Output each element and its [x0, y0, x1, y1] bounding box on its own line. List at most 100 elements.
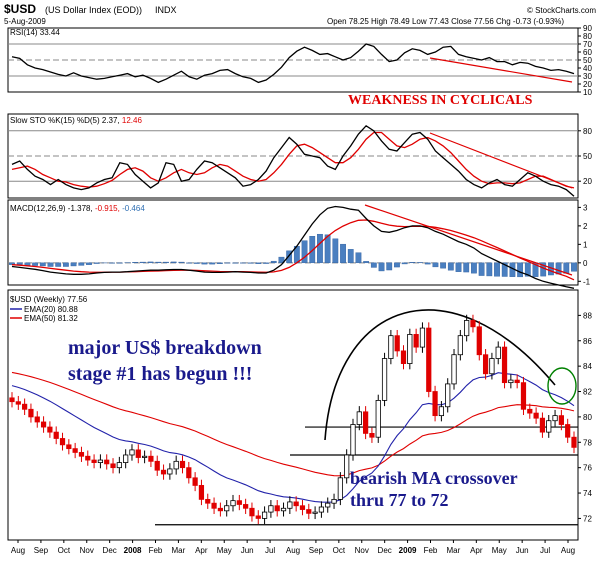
macd-histogram-bar	[216, 262, 223, 264]
candle-body	[78, 452, 85, 457]
y-tick-label: 84	[583, 362, 592, 371]
candle-body	[306, 509, 312, 514]
candle-body	[110, 463, 116, 469]
ema20-legend: EMA(20) 80.88	[24, 305, 78, 314]
y-tick-label: 2	[583, 222, 588, 231]
candle-body	[539, 417, 546, 433]
macd-histogram-bar	[301, 240, 308, 264]
macd-histogram-bar	[278, 256, 285, 264]
y-tick-label: 72	[583, 514, 592, 523]
candle-body	[91, 459, 97, 463]
macd-trendline	[364, 204, 573, 276]
x-tick-label: May	[492, 546, 507, 555]
x-tick-label: Aug	[561, 546, 575, 555]
candle-body	[104, 459, 110, 465]
candle-body	[224, 505, 230, 512]
macd-histogram-bar	[132, 262, 139, 264]
exchange-label: INDX	[155, 5, 177, 15]
price-legend: $USD (Weekly) 77.56	[10, 295, 88, 304]
candle-body	[489, 358, 495, 375]
x-tick-label: Mar	[172, 546, 186, 555]
candle-body	[129, 449, 135, 456]
y-tick-label: 90	[583, 24, 592, 33]
x-tick-label: Oct	[58, 546, 71, 555]
macd-histogram-bar	[9, 262, 15, 265]
candle-body	[476, 326, 482, 356]
macd-histogram-bar	[232, 262, 239, 264]
candle-body	[123, 454, 129, 463]
y-tick-label: 78	[583, 438, 592, 447]
macd-histogram-bar	[471, 262, 477, 274]
candle-body	[116, 462, 122, 469]
macd-histogram-bar	[93, 262, 100, 264]
annotation-weakness: WEAKNESS IN CYCLICALS	[348, 93, 533, 108]
candle-body	[413, 334, 419, 348]
x-tick-label: 2008	[124, 546, 142, 555]
macd-histogram-bar	[394, 262, 400, 268]
sto-d-line	[11, 131, 575, 189]
y-tick-label: 82	[583, 388, 592, 397]
candle-body	[552, 415, 558, 422]
candle-body	[546, 420, 552, 433]
macd-histogram-bar	[163, 261, 169, 264]
y-tick-label: 50	[583, 152, 592, 161]
x-tick-label: Oct	[333, 546, 346, 555]
candle-body	[160, 469, 167, 475]
macd-histogram-bar	[270, 260, 277, 264]
x-tick-label: Apr	[470, 546, 483, 555]
x-tick-label: Feb	[424, 546, 438, 555]
candle-body	[255, 515, 261, 519]
macd-histogram-bar	[355, 252, 362, 264]
x-tick-label: Jun	[241, 546, 254, 555]
candle-body	[344, 454, 350, 479]
x-tick-label: Sep	[34, 546, 49, 555]
macd-histogram-bar	[201, 262, 208, 265]
candle-body	[394, 335, 400, 352]
candle-body	[72, 448, 78, 453]
x-tick-label: 2009	[399, 546, 417, 555]
macd-histogram-bar	[32, 262, 38, 266]
candle-body	[198, 485, 205, 500]
date-label: 5-Aug-2009	[4, 17, 46, 26]
macd-histogram-bar	[263, 262, 269, 264]
y-tick-label: 3	[583, 203, 588, 212]
x-tick-label: Dec	[378, 546, 392, 555]
y-tick-label: 70	[583, 40, 592, 49]
candle-body	[407, 334, 413, 365]
ema50-line	[11, 371, 575, 477]
macd-histogram-bar	[62, 262, 69, 267]
index-name: (US Dollar Index (EOD))	[45, 5, 142, 15]
candle-body	[85, 455, 91, 461]
x-tick-label: Feb	[149, 546, 163, 555]
crossover-circle	[547, 367, 577, 405]
candle-body	[381, 358, 388, 401]
ema50-legend: EMA(50) 81.32	[24, 314, 78, 323]
macd-histogram-bar	[386, 262, 393, 271]
candle-body	[470, 320, 476, 328]
candle-body	[154, 460, 160, 471]
x-tick-label: Aug	[11, 546, 25, 555]
candle-body	[28, 408, 34, 418]
candle-body	[369, 433, 375, 438]
candle-body	[495, 346, 501, 359]
x-tick-label: Jun	[516, 546, 529, 555]
y-tick-label: 88	[583, 311, 592, 320]
macd-histogram-bar	[563, 262, 570, 274]
macd-histogram-bar	[193, 262, 200, 264]
x-tick-label: Nov	[80, 546, 94, 555]
candle-body	[135, 449, 141, 458]
macd-histogram-bar	[463, 262, 470, 273]
ema20-line	[11, 372, 575, 503]
candle-body	[141, 455, 148, 458]
candle-body	[299, 505, 306, 510]
macd-histogram-bar	[39, 262, 46, 267]
macd-histogram-bar	[170, 261, 177, 264]
candle-body	[451, 354, 457, 385]
macd-histogram-bar	[70, 262, 77, 267]
candle-body	[34, 416, 40, 423]
x-axis: Aug Sep Oct Nov Dec 2008 Feb Mar Apr May Jun Jul Aug…	[11, 540, 575, 555]
macd-histogram-bar	[317, 233, 323, 264]
macd-histogram-bar	[247, 262, 254, 264]
macd-histogram-bar	[486, 262, 493, 277]
rsi-trendline	[429, 57, 573, 83]
